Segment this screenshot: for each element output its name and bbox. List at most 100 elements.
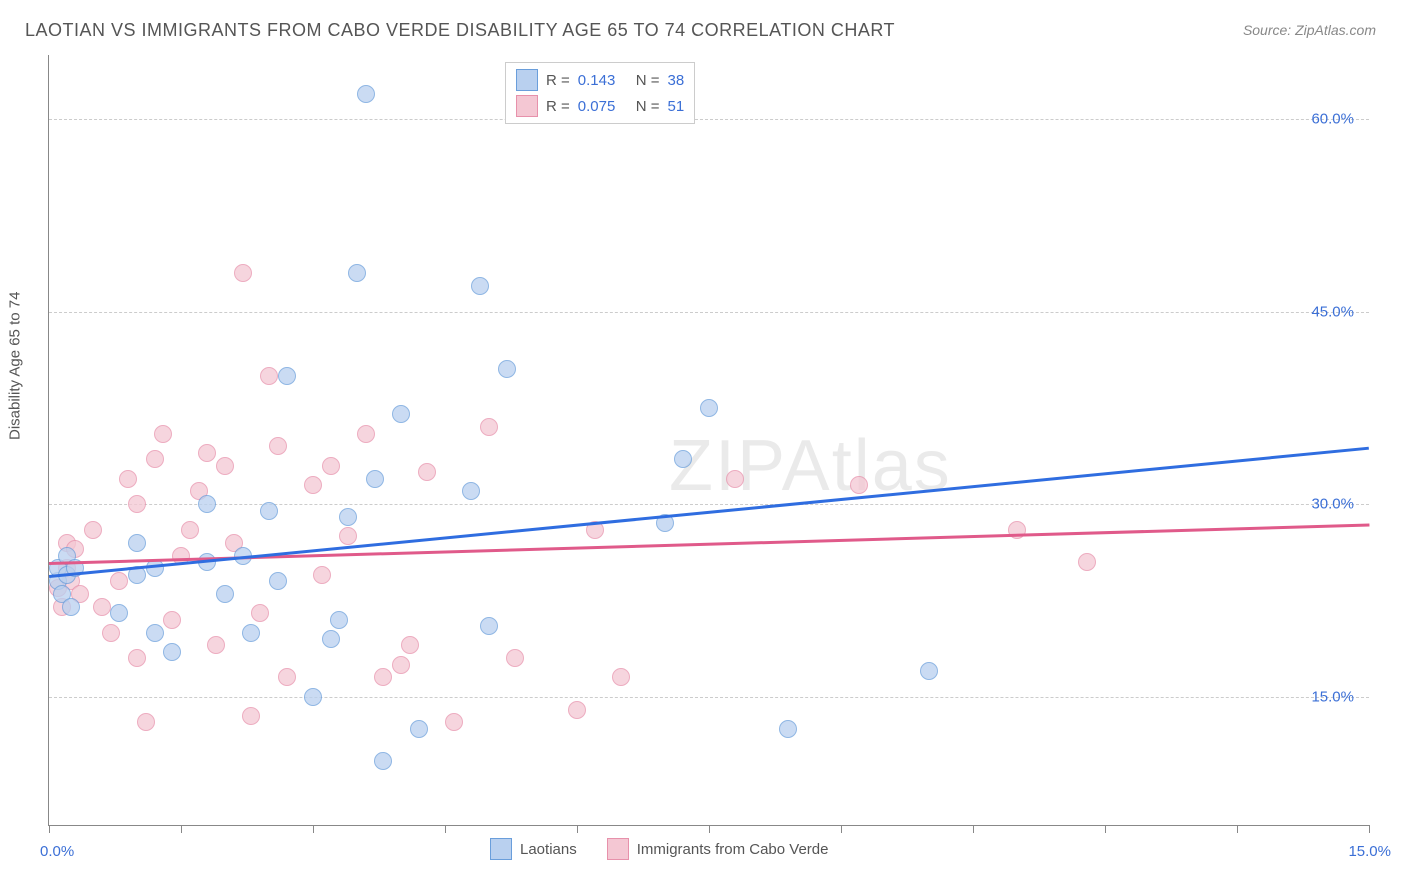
correlation-legend: R = 0.143 N = 38 R = 0.075 N = 51 — [505, 62, 695, 124]
scatter-point — [102, 624, 120, 642]
scatter-point — [216, 585, 234, 603]
x-axis-max-label: 15.0% — [1348, 843, 1391, 860]
x-tick — [181, 825, 182, 833]
scatter-point — [269, 437, 287, 455]
scatter-point — [278, 668, 296, 686]
scatter-point — [304, 476, 322, 494]
scatter-point — [128, 495, 146, 513]
chart-title: LAOTIAN VS IMMIGRANTS FROM CABO VERDE DI… — [25, 20, 895, 41]
scatter-point — [110, 572, 128, 590]
r-label: R = — [546, 72, 570, 89]
scatter-point — [163, 643, 181, 661]
chart-plot-area: ZIPAtlas 15.0%30.0%45.0%60.0% — [48, 55, 1369, 826]
scatter-point — [234, 264, 252, 282]
r-label: R = — [546, 98, 570, 115]
series-legend: Laotians Immigrants from Cabo Verde — [490, 838, 828, 860]
scatter-point — [137, 713, 155, 731]
x-tick — [841, 825, 842, 833]
scatter-point — [260, 367, 278, 385]
scatter-point — [128, 534, 146, 552]
scatter-point — [242, 624, 260, 642]
x-tick — [973, 825, 974, 833]
scatter-point — [339, 527, 357, 545]
scatter-point — [568, 701, 586, 719]
legend-item-1: Immigrants from Cabo Verde — [607, 838, 829, 860]
x-tick — [1105, 825, 1106, 833]
scatter-point — [850, 476, 868, 494]
n-value-1: 51 — [668, 98, 685, 115]
scatter-point — [154, 425, 172, 443]
scatter-point — [163, 611, 181, 629]
n-value-0: 38 — [668, 72, 685, 89]
scatter-point — [779, 720, 797, 738]
grid-line — [49, 697, 1369, 698]
scatter-point — [260, 502, 278, 520]
scatter-point — [251, 604, 269, 622]
scatter-point — [357, 85, 375, 103]
scatter-point — [410, 720, 428, 738]
source-attribution: Source: ZipAtlas.com — [1243, 22, 1376, 38]
legend-row-series-1: R = 0.075 N = 51 — [516, 93, 684, 119]
x-tick — [709, 825, 710, 833]
x-tick — [445, 825, 446, 833]
y-axis-label: Disability Age 65 to 74 — [7, 292, 24, 440]
n-label: N = — [636, 98, 660, 115]
x-tick — [577, 825, 578, 833]
scatter-point — [62, 598, 80, 616]
legend-swatch-bottom-0 — [490, 838, 512, 860]
scatter-point — [445, 713, 463, 731]
scatter-point — [216, 457, 234, 475]
scatter-point — [366, 470, 384, 488]
scatter-point — [278, 367, 296, 385]
scatter-point — [93, 598, 111, 616]
scatter-point — [119, 470, 137, 488]
scatter-point — [146, 624, 164, 642]
legend-label-1: Immigrants from Cabo Verde — [637, 841, 829, 858]
x-tick — [1369, 825, 1370, 833]
grid-line — [49, 312, 1369, 313]
scatter-point — [146, 559, 164, 577]
scatter-point — [392, 656, 410, 674]
scatter-point — [920, 662, 938, 680]
scatter-point — [506, 649, 524, 667]
legend-swatch-0 — [516, 69, 538, 91]
watermark: ZIPAtlas — [669, 425, 952, 507]
scatter-point — [322, 630, 340, 648]
scatter-point — [1078, 553, 1096, 571]
scatter-point — [242, 707, 260, 725]
scatter-point — [480, 418, 498, 436]
scatter-point — [392, 405, 410, 423]
y-tick-label: 45.0% — [1311, 303, 1354, 320]
y-tick-label: 30.0% — [1311, 496, 1354, 513]
scatter-point — [330, 611, 348, 629]
scatter-point — [198, 495, 216, 513]
scatter-point — [269, 572, 287, 590]
scatter-point — [357, 425, 375, 443]
scatter-point — [313, 566, 331, 584]
scatter-point — [674, 450, 692, 468]
grid-line — [49, 504, 1369, 505]
y-tick-label: 15.0% — [1311, 688, 1354, 705]
x-tick — [313, 825, 314, 833]
scatter-point — [462, 482, 480, 500]
scatter-point — [726, 470, 744, 488]
scatter-point — [480, 617, 498, 635]
scatter-point — [612, 668, 630, 686]
scatter-point — [322, 457, 340, 475]
scatter-point — [146, 450, 164, 468]
x-axis-min-label: 0.0% — [40, 843, 74, 860]
r-value-1: 0.075 — [578, 98, 628, 115]
scatter-point — [498, 360, 516, 378]
scatter-point — [198, 444, 216, 462]
legend-row-series-0: R = 0.143 N = 38 — [516, 67, 684, 93]
trend-line — [49, 446, 1369, 577]
legend-label-0: Laotians — [520, 841, 577, 858]
scatter-point — [181, 521, 199, 539]
scatter-point — [401, 636, 419, 654]
r-value-0: 0.143 — [578, 72, 628, 89]
scatter-point — [700, 399, 718, 417]
x-tick — [1237, 825, 1238, 833]
scatter-point — [128, 649, 146, 667]
grid-line — [49, 119, 1369, 120]
scatter-point — [348, 264, 366, 282]
